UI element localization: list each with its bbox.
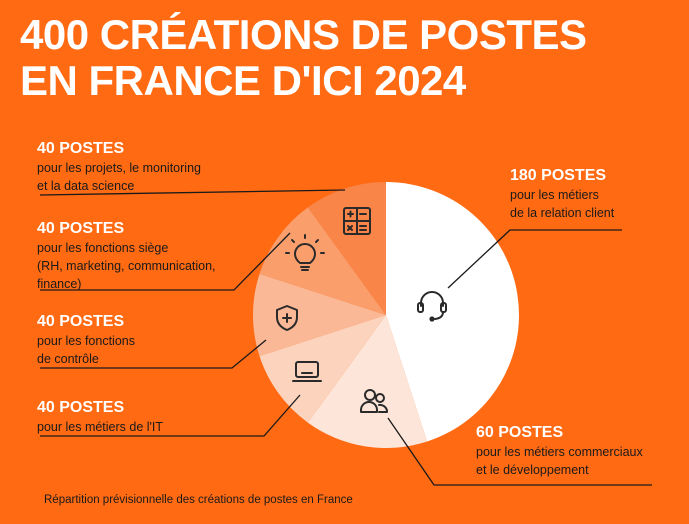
- label-siege: 40 POSTES pour les fonctions siège (RH, …: [37, 219, 216, 293]
- pie-slice: [252, 273, 386, 357]
- pie-slices: [252, 182, 519, 448]
- pie-slice: [259, 315, 386, 423]
- label-desc-line: et le développement: [476, 463, 589, 477]
- label-relation-client: 180 POSTES pour les métiers de la relati…: [510, 166, 614, 222]
- leader-line: [40, 394, 301, 437]
- label-commerciaux: 60 POSTES pour les métiers commerciaux e…: [476, 423, 643, 479]
- slice-icons: [276, 207, 447, 413]
- label-controle: 40 POSTES pour les fonctions de contrôle: [37, 312, 135, 368]
- headset-icon: [417, 291, 447, 322]
- leader-line: [39, 189, 346, 196]
- pie-slice: [386, 182, 519, 442]
- label-head: 180 POSTES: [510, 167, 607, 184]
- shield-plus-icon: [276, 305, 298, 331]
- calculator-icon: [343, 207, 371, 235]
- label-head: 40 POSTES: [37, 399, 125, 416]
- leader-line: [387, 417, 652, 486]
- label-desc-line: de la relation client: [510, 206, 615, 220]
- lightbulb-icon: [285, 234, 325, 271]
- laptop-icon: [292, 361, 322, 382]
- label-head: 60 POSTES: [476, 424, 564, 441]
- label-desc-line: finance): [37, 277, 82, 291]
- label-head: 40 POSTES: [37, 313, 125, 330]
- label-desc-line: et la data science: [37, 179, 135, 193]
- leader-line: [447, 229, 622, 289]
- leader-lines: [39, 189, 652, 486]
- label-desc-line: pour les fonctions: [37, 334, 135, 348]
- pie-slice: [259, 207, 386, 315]
- label-head: 40 POSTES: [37, 140, 125, 157]
- label-desc-line: pour les fonctions siège: [37, 241, 169, 255]
- label-head: 40 POSTES: [37, 220, 125, 237]
- title-line-1: 400 CRÉATIONS DE POSTES: [20, 11, 587, 58]
- label-desc-line: pour les projets, le monitoring: [37, 161, 201, 175]
- page-title: 400 CRÉATIONS DE POSTES EN FRANCE D'ICI …: [20, 12, 587, 104]
- label-desc-line: pour les métiers de l'IT: [37, 420, 164, 434]
- label-desc-line: pour les métiers: [510, 188, 599, 202]
- title-line-2: EN FRANCE D'ICI 2024: [20, 57, 466, 104]
- label-desc-line: (RH, marketing, communication,: [37, 259, 216, 273]
- label-desc-line: de contrôle: [37, 352, 99, 366]
- label-desc-line: pour les métiers commerciaux: [476, 445, 643, 459]
- label-it: 40 POSTES pour les métiers de l'IT: [37, 398, 163, 436]
- pie-slice: [307, 315, 428, 448]
- pie-slice: [307, 182, 386, 315]
- footnote: Répartition prévisionnelle des créations…: [44, 494, 353, 506]
- label-projets: 40 POSTES pour les projets, le monitorin…: [37, 139, 201, 195]
- users-icon: [360, 389, 388, 413]
- leader-line: [40, 232, 291, 291]
- leader-line: [40, 339, 267, 369]
